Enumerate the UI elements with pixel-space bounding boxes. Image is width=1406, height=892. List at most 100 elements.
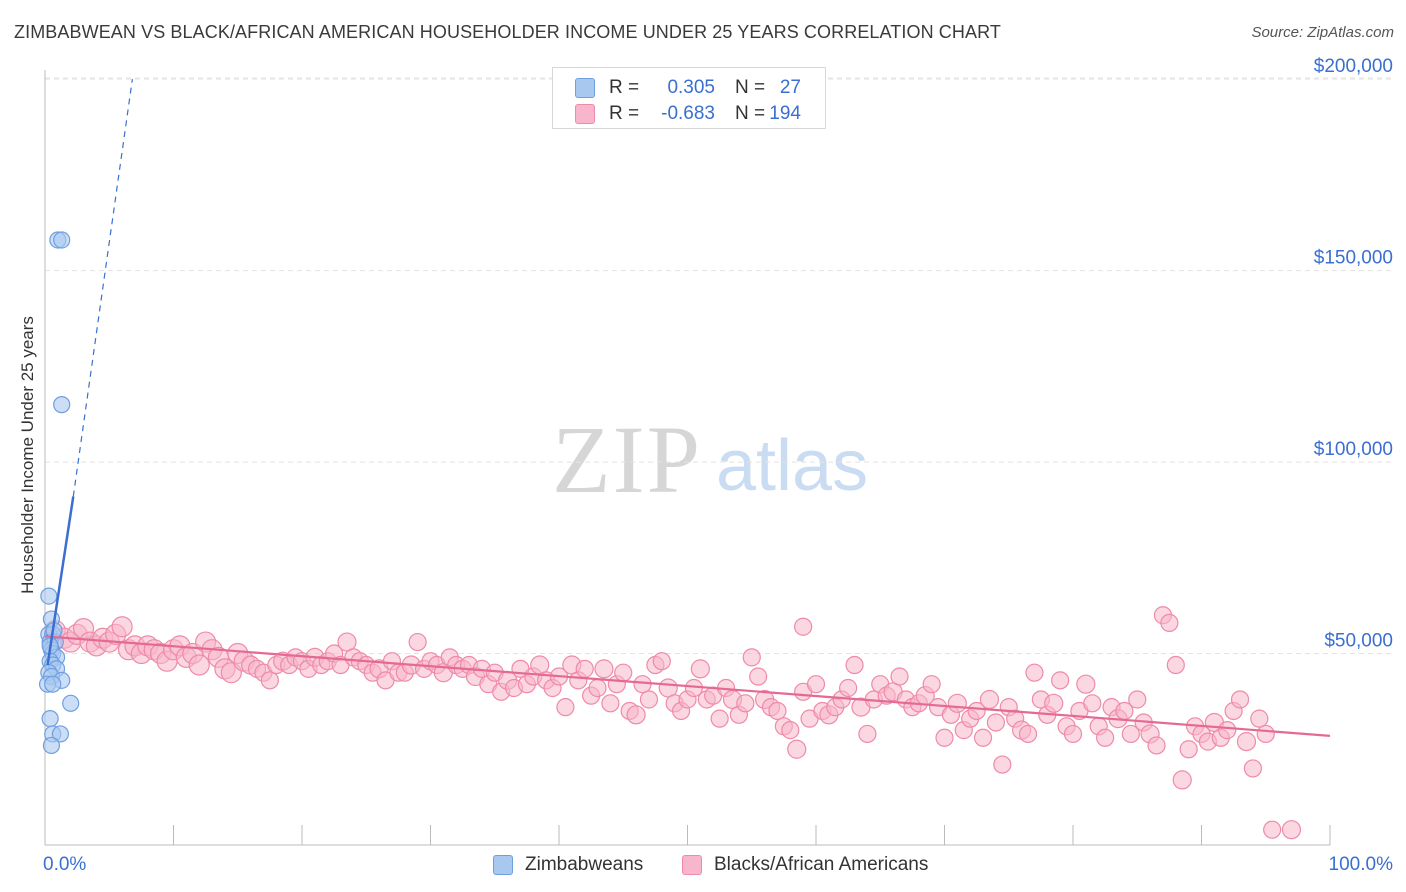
data-point-blacks — [1051, 671, 1070, 690]
data-point-blacks — [1256, 724, 1275, 744]
data-point-zimbabweans — [62, 694, 80, 712]
data-point-blacks — [1218, 721, 1237, 740]
data-point-zimbabweans — [44, 675, 62, 693]
data-point-blacks — [556, 698, 575, 717]
n-value: 27 — [779, 77, 801, 98]
legend-row-zimbabweans: R = 0.305 N = 27 — [575, 75, 801, 101]
data-point-blacks — [1025, 663, 1044, 682]
x-tick-label: 100.0% — [1329, 854, 1394, 875]
r-label: R = — [609, 77, 640, 98]
data-point-zimbabweans — [42, 736, 61, 755]
data-point-blacks — [1121, 724, 1140, 744]
data-point-blacks — [188, 654, 210, 676]
blacks-african-americans-points — [44, 606, 1302, 840]
data-point-blacks — [710, 709, 729, 728]
watermark: ZIP atlas — [552, 406, 868, 513]
data-point-blacks — [1166, 655, 1185, 675]
data-point-blacks — [1083, 694, 1102, 713]
data-point-blacks — [986, 713, 1006, 732]
n-label: N = — [735, 77, 766, 98]
blue-swatch-icon — [575, 78, 595, 98]
blue-swatch-icon — [493, 855, 513, 875]
data-point-blacks — [742, 648, 761, 667]
watermark-atlas: atlas — [716, 426, 868, 506]
correlation-legend: R = 0.305 N = 27 R = -0.683 N = 194 — [552, 67, 826, 129]
gridlines — [45, 77, 1395, 655]
data-point-zimbabweans — [53, 231, 71, 249]
trend-line-zimbabweans — [46, 496, 75, 666]
data-point-blacks — [575, 659, 594, 678]
y-tick-label: $200,000 — [1314, 56, 1393, 77]
data-point-blacks — [781, 721, 800, 740]
data-point-blacks — [690, 659, 710, 679]
data-point-blacks — [1044, 693, 1064, 713]
y-tick-label: $100,000 — [1314, 439, 1393, 460]
tick-labels: $50,000 $100,000 $150,000 $200,000 0.0% 100.0… — [43, 56, 1393, 875]
data-point-blacks — [408, 632, 427, 652]
data-point-blacks — [626, 705, 646, 725]
n-label: N = — [735, 103, 766, 124]
data-point-blacks — [749, 667, 768, 686]
data-point-blacks — [890, 667, 909, 686]
data-point-blacks — [1128, 690, 1147, 709]
data-point-blacks — [967, 701, 986, 721]
y-tick-label: $150,000 — [1314, 248, 1393, 269]
chart-title: ZIMBABWEAN VS BLACK/AFRICAN AMERICAN HOU… — [14, 22, 1001, 42]
data-point-blacks — [1281, 820, 1302, 840]
trend-line-blacks — [44, 635, 1331, 737]
data-point-blacks — [768, 701, 787, 721]
data-point-blacks — [1250, 709, 1269, 728]
x-tick-label: 0.0% — [43, 854, 86, 875]
data-point-blacks — [1076, 674, 1096, 694]
data-point-blacks — [1230, 690, 1250, 709]
data-point-blacks — [736, 694, 755, 713]
trend-lines — [44, 79, 1331, 737]
legend-item-zimbabweans[interactable]: Zimbabweans — [493, 852, 643, 878]
data-point-blacks — [839, 678, 858, 698]
legend-label: Zimbabweans — [525, 854, 644, 875]
data-point-blacks — [111, 616, 133, 638]
data-point-blacks — [260, 671, 279, 690]
data-point-blacks — [1063, 724, 1083, 744]
data-point-zimbabweans — [40, 587, 58, 605]
data-point-blacks — [922, 675, 941, 694]
series-legend: Zimbabweans Blacks/African Americans — [0, 852, 1406, 878]
legend-item-blacks[interactable]: Blacks/African Americans — [682, 852, 928, 878]
data-point-blacks — [973, 728, 993, 747]
data-point-blacks — [614, 663, 633, 682]
data-point-blacks — [858, 724, 877, 744]
data-point-blacks — [993, 755, 1012, 774]
pink-swatch-icon — [575, 104, 595, 124]
data-point-blacks — [1018, 724, 1038, 744]
r-value: -0.683 — [661, 103, 715, 124]
data-point-blacks — [588, 678, 607, 698]
y-tick-label: $50,000 — [1324, 631, 1393, 652]
trend-line-zimbabweans-extension — [72, 79, 133, 497]
r-label: R = — [609, 103, 640, 124]
data-point-blacks — [787, 739, 807, 759]
data-point-blacks — [1096, 728, 1115, 747]
data-point-blacks — [1147, 736, 1166, 755]
data-point-blacks — [1160, 613, 1179, 633]
source-label: Source: ZipAtlas.com — [1251, 24, 1394, 41]
data-point-blacks — [594, 659, 614, 679]
data-point-blacks — [1172, 770, 1192, 790]
data-point-blacks — [652, 652, 671, 671]
pink-swatch-icon — [682, 855, 702, 875]
watermark-zip: ZIP — [552, 406, 702, 513]
data-point-blacks — [1236, 732, 1257, 752]
data-point-zimbabweans — [41, 710, 59, 728]
data-point-blacks — [794, 617, 813, 636]
legend-row-blacks: R = -0.683 N = 194 — [575, 101, 801, 127]
data-point-blacks — [935, 728, 954, 747]
data-point-blacks — [845, 655, 864, 675]
data-point-blacks — [601, 694, 620, 713]
data-point-blacks — [633, 675, 652, 694]
data-point-zimbabweans — [53, 396, 71, 414]
r-value: 0.305 — [667, 77, 715, 98]
data-point-blacks — [806, 675, 826, 694]
data-point-blacks — [947, 693, 967, 713]
data-point-blacks — [639, 690, 659, 709]
data-point-zimbabweans — [51, 725, 70, 743]
